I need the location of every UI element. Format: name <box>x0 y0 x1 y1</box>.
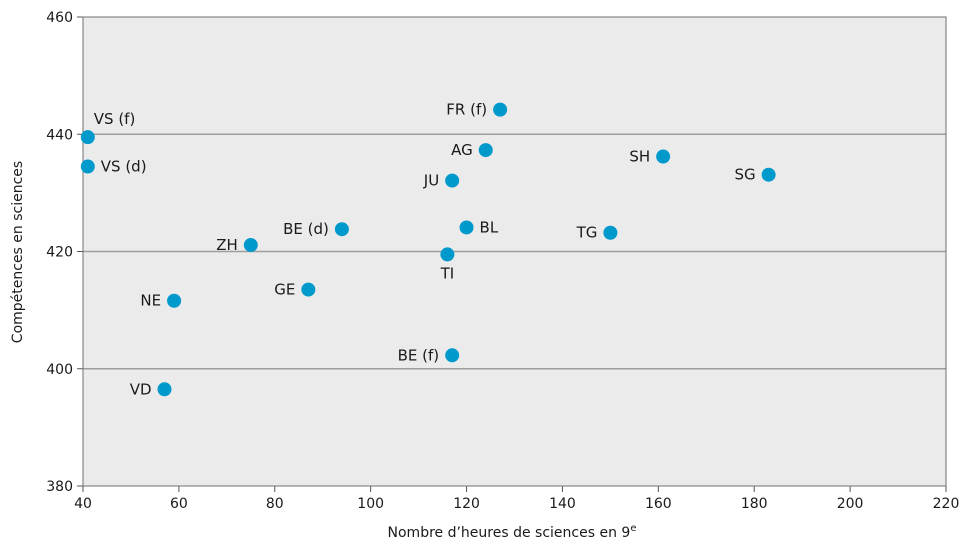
data-point-label: NE <box>140 292 161 310</box>
data-point-label: GE <box>274 281 295 299</box>
data-point <box>334 222 349 237</box>
y-tick-label: 420 <box>46 245 73 261</box>
data-point <box>478 143 493 158</box>
data-point <box>656 149 671 164</box>
data-point <box>80 159 95 174</box>
data-point-label: VS (d) <box>101 157 147 175</box>
data-point <box>761 167 776 182</box>
data-point-label: ZH <box>216 236 238 254</box>
data-point-label: SH <box>629 148 650 166</box>
y-tick-label: 380 <box>46 479 73 495</box>
data-point <box>445 348 460 363</box>
data-point <box>157 382 172 397</box>
data-point <box>459 220 474 235</box>
x-tick-label: 220 <box>933 496 960 512</box>
x-tick-label: 40 <box>74 496 92 512</box>
x-tick-label: 140 <box>549 496 576 512</box>
data-point-label: VD <box>130 380 152 398</box>
x-axis-title: Nombre d’heures de sciences en 9e <box>388 523 637 541</box>
y-axis-title: Compétences en sciences <box>10 161 26 343</box>
x-tick-label: 180 <box>741 496 768 512</box>
data-point <box>603 225 618 240</box>
data-point-label: SG <box>734 166 755 184</box>
data-point <box>167 293 182 308</box>
data-point-label: BE (f) <box>398 346 440 364</box>
data-point <box>80 130 95 145</box>
x-tick-label: 120 <box>453 496 480 512</box>
data-point-label: FR (f) <box>446 101 487 119</box>
x-tick-label: 80 <box>266 496 284 512</box>
data-point-label: BL <box>480 218 499 236</box>
data-point-label: AG <box>451 141 473 159</box>
x-tick-label: 60 <box>170 496 188 512</box>
data-point <box>445 173 460 188</box>
data-point-label: VS (f) <box>94 110 136 128</box>
y-tick-label: 440 <box>46 127 73 143</box>
data-point-label: BE (d) <box>283 220 329 238</box>
data-point <box>440 247 455 262</box>
data-point-label: TG <box>576 224 598 242</box>
x-axis-title-superscript: e <box>630 523 636 534</box>
y-tick-label: 460 <box>46 10 73 26</box>
data-point <box>243 238 258 253</box>
data-point <box>493 102 508 117</box>
x-axis-title-text: Nombre d’heures de sciences en 9 <box>388 525 631 541</box>
data-point <box>301 282 316 297</box>
x-tick-label: 200 <box>837 496 864 512</box>
data-point-label: TI <box>440 264 455 282</box>
x-tick-label: 100 <box>357 496 384 512</box>
data-point-label: JU <box>423 172 439 190</box>
x-tick-label: 160 <box>645 496 672 512</box>
plot-border <box>82 16 947 487</box>
y-tick-label: 400 <box>46 362 73 378</box>
